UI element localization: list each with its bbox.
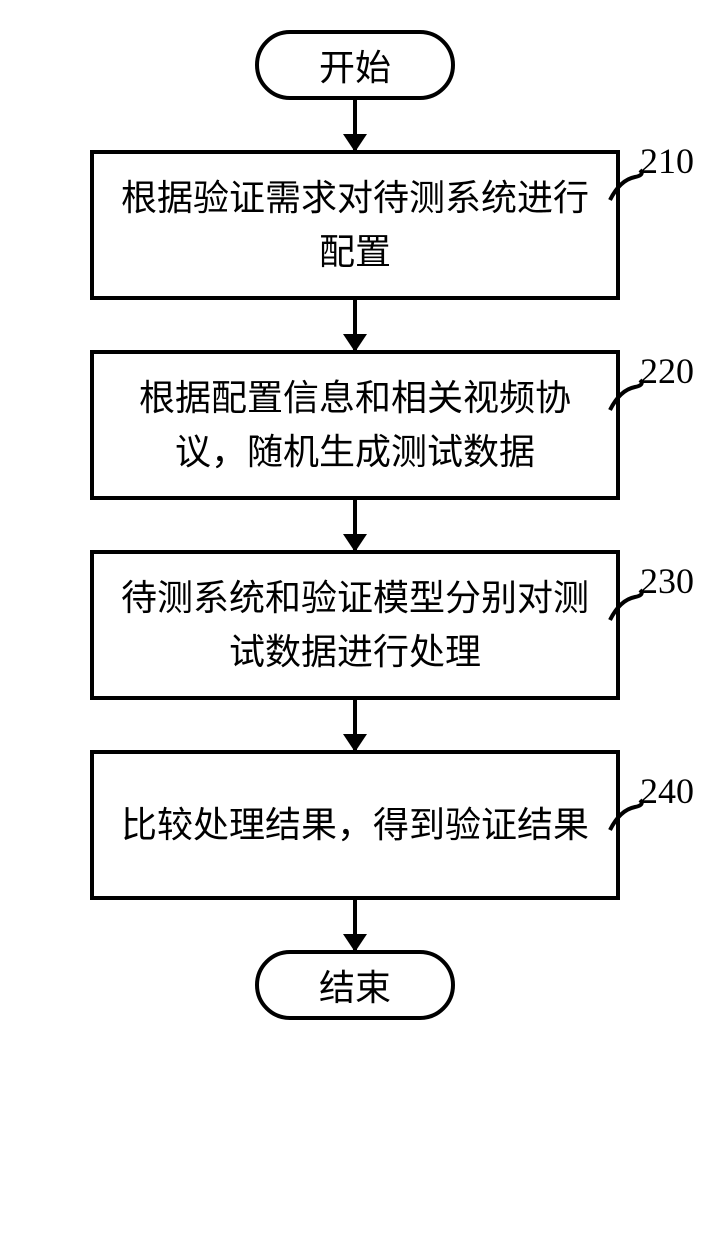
arrow-icon bbox=[353, 300, 357, 350]
connector-icon bbox=[605, 795, 655, 835]
end-label: 结束 bbox=[319, 959, 391, 1011]
flowchart-container: 开始 根据验证需求对待测系统进行配置 210 根据配置信息和相关视频协议，随机生… bbox=[50, 30, 660, 1020]
arrow-icon bbox=[353, 900, 357, 950]
start-terminal: 开始 bbox=[255, 30, 455, 100]
step-text: 根据验证需求对待测系统进行配置 bbox=[114, 171, 596, 279]
end-terminal: 结束 bbox=[255, 950, 455, 1020]
arrow-icon bbox=[353, 500, 357, 550]
connector-icon bbox=[605, 165, 655, 205]
step-text: 待测系统和验证模型分别对测试数据进行处理 bbox=[114, 571, 596, 679]
connector-icon bbox=[605, 585, 655, 625]
arrow-icon bbox=[353, 100, 357, 150]
connector-icon bbox=[605, 375, 655, 415]
process-step-240: 比较处理结果，得到验证结果 bbox=[90, 750, 620, 900]
arrow-icon bbox=[353, 700, 357, 750]
process-step-210: 根据验证需求对待测系统进行配置 bbox=[90, 150, 620, 300]
step-text: 根据配置信息和相关视频协议，随机生成测试数据 bbox=[114, 371, 596, 479]
step-text: 比较处理结果，得到验证结果 bbox=[121, 798, 589, 852]
process-step-220: 根据配置信息和相关视频协议，随机生成测试数据 bbox=[90, 350, 620, 500]
process-step-230: 待测系统和验证模型分别对测试数据进行处理 bbox=[90, 550, 620, 700]
start-label: 开始 bbox=[319, 39, 391, 91]
